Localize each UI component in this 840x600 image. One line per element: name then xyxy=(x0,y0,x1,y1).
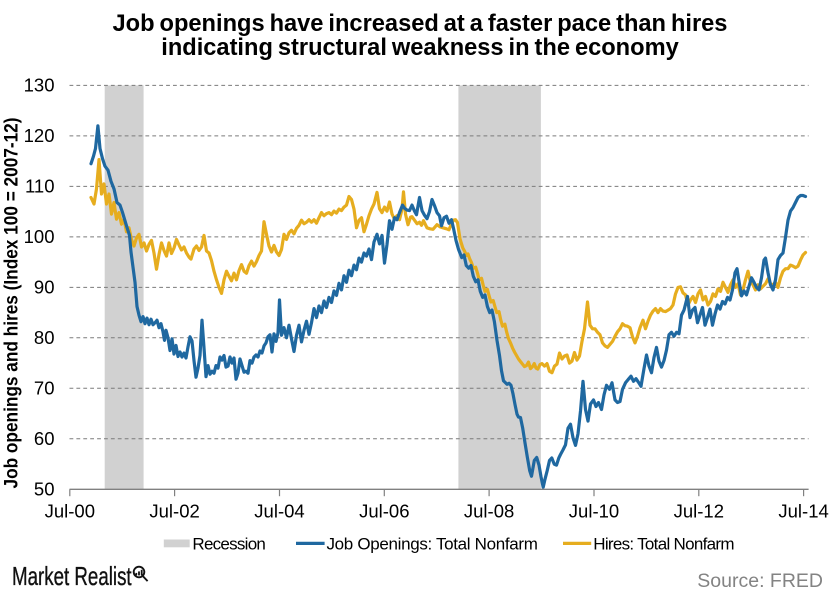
svg-text:Jul-06: Jul-06 xyxy=(359,501,409,522)
svg-text:Jul-00: Jul-00 xyxy=(45,501,95,522)
svg-text:Jul-04: Jul-04 xyxy=(254,501,304,522)
svg-text:Recession: Recession xyxy=(192,534,266,553)
svg-text:130: 130 xyxy=(24,75,55,96)
svg-text:110: 110 xyxy=(25,176,55,197)
svg-text:Job openings and hires (Index: Job openings and hires (Index 100 = 2007… xyxy=(1,118,23,489)
svg-text:Job Openings: Total Nonfarm: Job Openings: Total Nonfarm xyxy=(327,534,538,553)
svg-text:90: 90 xyxy=(34,277,55,298)
svg-text:120: 120 xyxy=(24,125,55,146)
svg-text:Jul-08: Jul-08 xyxy=(464,501,514,522)
svg-text:80: 80 xyxy=(34,327,55,348)
svg-text:70: 70 xyxy=(34,378,55,399)
svg-text:60: 60 xyxy=(34,428,55,449)
svg-text:Hires: Total Nonfarm: Hires: Total Nonfarm xyxy=(593,534,734,553)
svg-text:Jul-02: Jul-02 xyxy=(149,501,199,522)
svg-text:Jul-12: Jul-12 xyxy=(674,501,724,522)
svg-text:Jul-14: Jul-14 xyxy=(778,501,828,522)
svg-text:Jul-10: Jul-10 xyxy=(569,501,619,522)
svg-text:100: 100 xyxy=(24,226,55,247)
svg-text:50: 50 xyxy=(34,479,55,500)
